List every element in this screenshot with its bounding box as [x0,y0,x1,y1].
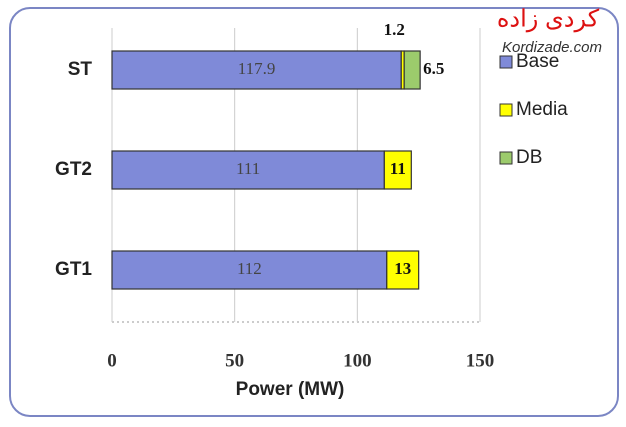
value-label: 13 [394,259,411,278]
bar-segment [386,250,420,290]
bar-segment [111,250,388,290]
bar-segment [403,50,421,90]
x-tick-label: 50 [225,350,244,371]
watermark-url: Kordizade.com [502,39,602,56]
value-label: 117.9 [238,59,276,78]
bar-segment [383,150,412,190]
value-label: 112 [237,259,262,278]
value-label: 6.5 [423,59,444,78]
legend-label: Media [516,99,568,120]
value-label: 111 [236,159,260,178]
value-label: 1.2 [384,20,405,39]
y-tick-label: GT2 [55,159,92,180]
value-label: 11 [390,159,406,178]
legend-swatch [499,55,513,69]
bar-segment [111,150,385,190]
y-tick-label: GT1 [55,259,92,280]
x-axis-label: Power (MW) [236,379,345,400]
x-tick-label: 0 [107,350,117,371]
x-tick-label: 150 [466,350,495,371]
legend-label: DB [516,147,542,168]
legend-label: Base [516,51,559,72]
y-tick-label: ST [68,59,93,80]
watermark-title: کردی زاده [497,5,600,32]
frame [9,7,619,417]
x-tick-label: 100 [343,350,372,371]
legend-swatch [499,151,513,165]
legend-swatch [499,103,513,117]
